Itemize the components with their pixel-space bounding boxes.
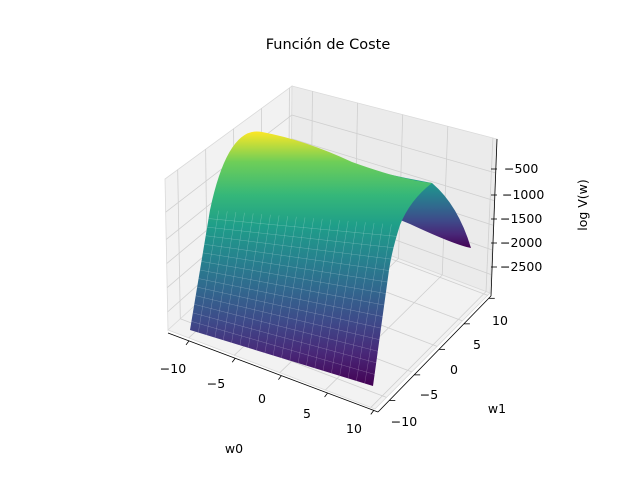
x-axis-label: w0 <box>225 441 243 456</box>
mesh-line <box>204 244 393 272</box>
x-tick-mark <box>370 410 375 415</box>
mesh-line <box>247 214 271 348</box>
mesh-line <box>192 312 377 364</box>
x-tick-mark <box>324 392 328 398</box>
x-tick-label: 0 <box>258 391 266 406</box>
x-tick-mark <box>278 375 282 380</box>
mesh-line <box>306 219 332 366</box>
chart-title: Función de Coste <box>266 37 391 53</box>
back-grid-line <box>291 138 495 201</box>
surface-mesh <box>191 210 399 384</box>
axis-y: −10 −5 0 5 10 w1 <box>377 295 508 429</box>
mesh-line <box>356 223 383 381</box>
mesh-line <box>322 220 349 371</box>
mesh-line <box>331 221 358 374</box>
mesh-line <box>289 218 314 361</box>
surface <box>190 131 471 386</box>
mesh-line <box>231 213 254 343</box>
z-tick-marks <box>491 168 497 268</box>
mesh-line <box>223 212 245 341</box>
z-axis-label: log V(w) <box>575 179 590 231</box>
x-tick-marks <box>185 340 375 415</box>
y-tick-label: 0 <box>450 362 458 377</box>
y-tick-label: 10 <box>492 313 508 328</box>
mesh-line <box>207 226 397 249</box>
mesh-line <box>339 222 366 376</box>
mesh-line <box>198 210 219 333</box>
mesh-line <box>314 220 340 369</box>
axis-x: −10 −5 0 5 10 w0 <box>160 332 379 456</box>
mesh-line <box>191 321 375 375</box>
mesh-line <box>256 215 280 351</box>
z-tick-label: −2500 <box>500 259 542 274</box>
x-tick-label: 5 <box>303 406 311 421</box>
z-tick-label: −1500 <box>500 211 542 226</box>
x-tick-label: −10 <box>160 361 186 376</box>
x-tick-label: −5 <box>207 376 225 391</box>
mesh-line <box>214 212 237 338</box>
mesh-line <box>197 286 383 329</box>
mesh-line <box>205 235 395 260</box>
mesh-line <box>272 216 297 356</box>
back-grid-line <box>485 137 494 292</box>
mesh-line <box>347 222 375 379</box>
mesh-line <box>297 218 323 364</box>
z-tick-label: −2000 <box>500 235 542 250</box>
x-tick-mark <box>231 358 236 363</box>
mesh-line <box>199 269 387 306</box>
y-tick-marks <box>389 297 495 401</box>
x-tick-label: 10 <box>346 421 362 436</box>
mesh-line <box>194 304 379 352</box>
y-tick-label: −5 <box>420 387 438 402</box>
mesh-line <box>206 211 228 336</box>
axis-z: −2500 −2000 −1500 −1000 −500 log V(w) <box>490 138 590 297</box>
mesh-line <box>264 216 288 353</box>
floor-grid-line <box>370 291 487 408</box>
mesh-line <box>239 214 263 346</box>
x-tick-mark <box>185 340 190 346</box>
z-tick-label: −500 <box>504 161 538 176</box>
z-tick-label: −1000 <box>502 187 544 202</box>
mesh-line <box>195 295 381 341</box>
mesh-line <box>208 218 399 237</box>
y-tick-label: −10 <box>391 414 417 429</box>
y-tick-label: 5 <box>473 337 481 352</box>
mesh-line <box>198 278 385 318</box>
mesh-line <box>202 252 391 283</box>
side-grid-line <box>177 169 181 319</box>
surface-front-face <box>190 131 432 386</box>
mesh-line <box>281 217 306 359</box>
mesh-line <box>201 261 389 295</box>
mesh-line <box>364 224 392 384</box>
back-grid-line <box>291 114 496 174</box>
y-axis-label: w1 <box>488 401 506 416</box>
